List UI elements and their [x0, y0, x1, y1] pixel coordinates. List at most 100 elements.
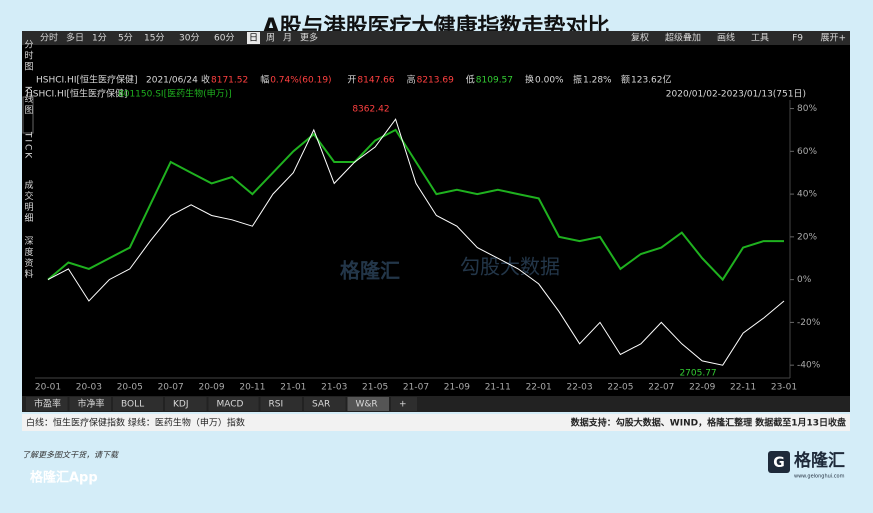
info-value: 8147.66: [357, 76, 394, 86]
annotation-high: 8362.42: [352, 105, 389, 115]
info-value: 1.28%: [583, 76, 612, 86]
toolbar-action[interactable]: 展开+: [820, 33, 846, 44]
toolbar-action[interactable]: 复权: [631, 32, 649, 44]
side-tab[interactable]: 成交明细: [23, 179, 34, 224]
y-tick-label: -20%: [797, 318, 821, 328]
logo-letter: G: [773, 455, 785, 471]
indicator-tab[interactable]: +: [399, 400, 407, 410]
toolbar-tab[interactable]: 月: [283, 33, 292, 44]
y-tick-label: 60%: [797, 147, 817, 157]
watermark: 勾股大数据: [460, 255, 560, 279]
indicator-tab[interactable]: 市盈率: [34, 398, 61, 410]
toolbar-action[interactable]: 画线: [717, 32, 735, 44]
x-tick-label: 22-03: [566, 383, 592, 393]
toolbar-tab[interactable]: 多日: [66, 32, 84, 44]
toolbar-tab[interactable]: 5分: [118, 33, 133, 44]
info-value: 0.00%: [535, 76, 564, 86]
series-line: [47, 128, 784, 282]
side-tab[interactable]: TICK: [23, 131, 33, 160]
side-tab-active: [22, 96, 34, 134]
info-label: 收: [201, 74, 210, 86]
info-value: 8213.69: [417, 76, 454, 86]
indicator-tab-bg: [304, 397, 346, 411]
indicator-tab[interactable]: 市净率: [78, 398, 105, 410]
toolbar-tab[interactable]: 日: [249, 33, 258, 44]
x-tick-label: 20-03: [76, 383, 102, 393]
panel: [22, 31, 850, 412]
info-value: 123.62亿: [631, 74, 672, 86]
info-value: 8171.52: [211, 76, 248, 86]
toolbar-tab[interactable]: 周: [266, 33, 275, 44]
x-tick-label: 20-01: [35, 383, 61, 393]
info-label: 额: [621, 74, 630, 86]
toolbar-tab[interactable]: 30分: [179, 33, 199, 44]
series-line: [47, 118, 785, 366]
info-label: 换: [525, 74, 534, 86]
legend-green: 801150.SI[医药生物(申万)]: [118, 88, 232, 100]
indicator-tab[interactable]: KDJ: [173, 400, 189, 410]
annotation-low: 2705.77: [679, 369, 716, 379]
info-label: 低: [466, 74, 475, 86]
logo-sub: www.gelonghui.com: [794, 474, 845, 480]
indicator-tab[interactable]: W&R: [356, 400, 378, 410]
info-label: 高: [407, 74, 416, 86]
watermark: 格隆汇: [340, 259, 400, 283]
info-value: 8109.57: [476, 76, 513, 86]
indicator-tab[interactable]: BOLL: [121, 400, 144, 410]
toolbar-tab[interactable]: 60分: [214, 33, 234, 44]
toolbar-tab[interactable]: 分时: [40, 32, 58, 44]
x-tick-label: 22-07: [648, 383, 674, 393]
legend-white: HSHCI.HI[恒生医疗保健]: [26, 88, 128, 100]
indicator-tab[interactable]: SAR: [312, 400, 330, 410]
toolbar: [22, 31, 850, 45]
indicator-tab-bg: [260, 397, 302, 411]
info-label: 开: [347, 75, 356, 86]
info-date: 2021/06/24: [146, 76, 198, 86]
x-tick-label: 20-05: [117, 383, 143, 393]
x-tick-label: 21-05: [362, 383, 388, 393]
y-tick-label: 40%: [797, 190, 817, 200]
x-tick-label: 21-11: [485, 383, 511, 393]
x-tick-label: 22-01: [526, 383, 552, 393]
toolbar-action[interactable]: 工具: [751, 33, 769, 44]
x-tick-label: 23-01: [771, 383, 797, 393]
y-tick-label: 0%: [797, 275, 812, 285]
indicator-tab-bg: [113, 397, 163, 411]
x-tick-label: 21-09: [444, 383, 470, 393]
footer-right: 数据支持：勾股大数据、WIND，格隆汇整理 数据截至1月13日收盘: [571, 417, 846, 429]
y-tick-label: 80%: [797, 104, 817, 114]
side-tab[interactable]: 深度资料: [23, 236, 34, 280]
toolbar-tab[interactable]: 15分: [144, 33, 164, 44]
toolbar-tab[interactable]: 更多: [300, 32, 318, 44]
x-tick-label: 22-11: [730, 383, 756, 393]
side-tab[interactable]: 分时图: [23, 39, 34, 72]
tab-active: [247, 32, 260, 44]
logo-text: 格隆汇: [794, 450, 845, 471]
indicator-tab-bg: [26, 397, 68, 411]
indicator-tab-bg: [208, 397, 259, 411]
indicator-tab-bg: [165, 397, 207, 411]
footer-bar: [22, 414, 850, 431]
indicator-tab[interactable]: RSI: [269, 400, 284, 410]
logo-icon: [768, 451, 790, 473]
indicator-tab[interactable]: MACD: [217, 400, 244, 410]
y-tick-label: -40%: [797, 361, 821, 371]
x-tick-label: 20-09: [198, 383, 224, 393]
info-label: 振: [573, 74, 582, 86]
indicator-tab-bg: [391, 397, 417, 411]
info-label: 幅: [260, 74, 269, 86]
download-prompt: 了解更多图文干货，请下载: [22, 451, 119, 460]
indicator-tab-bg: [347, 397, 389, 411]
toolbar-tab[interactable]: 1分: [92, 33, 107, 44]
date-range: 2020/01/02-2023/01/13(751日): [666, 89, 806, 100]
x-tick-label: 21-01: [280, 383, 306, 393]
indicator-tab-bg: [69, 397, 111, 411]
toolbar-action[interactable]: 超级叠加: [665, 32, 701, 44]
toolbar-action[interactable]: F9: [792, 34, 803, 44]
side-tab[interactable]: K线图: [23, 86, 34, 116]
x-tick-label: 21-07: [403, 383, 429, 393]
x-tick-label: 20-11: [239, 383, 265, 393]
info-value: 0.74%(60.19): [270, 76, 331, 86]
app-name: 格隆汇App: [30, 470, 98, 486]
